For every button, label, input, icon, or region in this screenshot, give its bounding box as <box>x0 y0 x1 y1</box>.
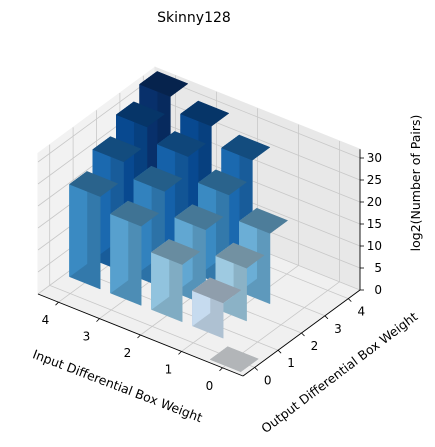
bar-face-top <box>68 171 119 197</box>
y-tick <box>324 315 329 320</box>
bar-face-top <box>92 136 142 163</box>
bar <box>215 242 265 322</box>
x-tick-label: 2 <box>124 346 132 360</box>
bar-face-top <box>191 277 242 304</box>
x-tick-label: 4 <box>42 313 50 327</box>
y-tick-label: 0 <box>264 373 272 387</box>
y-tick-label: 4 <box>357 305 365 319</box>
x-tick-label: 0 <box>206 379 214 393</box>
bar-face-top <box>133 165 183 192</box>
bar-face-top <box>150 239 201 265</box>
bar-face-top <box>156 131 207 157</box>
bar <box>191 277 242 339</box>
x-tick <box>219 367 223 372</box>
bar-face-top <box>197 169 248 196</box>
y-tick <box>301 332 305 337</box>
bar-face-top <box>221 134 271 161</box>
chart-title: Skinny128 <box>157 10 231 26</box>
z-tick-label: 10 <box>367 239 382 253</box>
bars <box>68 70 289 373</box>
z-tick-label: 20 <box>367 195 382 209</box>
bar-face-top <box>174 204 224 231</box>
bar <box>68 170 119 290</box>
bar-face-top <box>115 101 166 128</box>
z-tick-label: 5 <box>374 261 382 275</box>
z-tick-label: 15 <box>367 217 382 231</box>
bar-face-top <box>238 207 289 234</box>
y-tick <box>348 298 352 302</box>
bar-face-top <box>180 100 230 127</box>
y-tick <box>277 349 282 354</box>
z-tick-label: 25 <box>367 173 382 187</box>
x-tick <box>178 351 182 355</box>
z-axis-label: log2(Number of Pairs) <box>408 115 423 252</box>
x-tick <box>96 318 100 322</box>
y-tick-label: 2 <box>311 339 319 353</box>
bar-face-top <box>215 242 265 269</box>
x-tick-label: 3 <box>83 330 91 344</box>
bar-face-top <box>209 346 259 373</box>
bar <box>109 200 160 306</box>
bar <box>150 238 201 323</box>
bar-face-top <box>109 200 160 227</box>
z-tick-label: 30 <box>367 151 382 165</box>
bar-face-top <box>139 71 189 97</box>
x-axis-label: Input Differential Box Weight <box>31 346 205 425</box>
x-tick-label: 1 <box>165 362 173 376</box>
y-tick-label: 1 <box>287 356 295 370</box>
x-tick <box>55 301 59 306</box>
y-tick-label: 3 <box>334 322 342 336</box>
bar <box>209 346 259 373</box>
x-tick <box>137 334 141 339</box>
y-tick <box>254 367 258 371</box>
z-tick-label: 0 <box>374 283 382 297</box>
